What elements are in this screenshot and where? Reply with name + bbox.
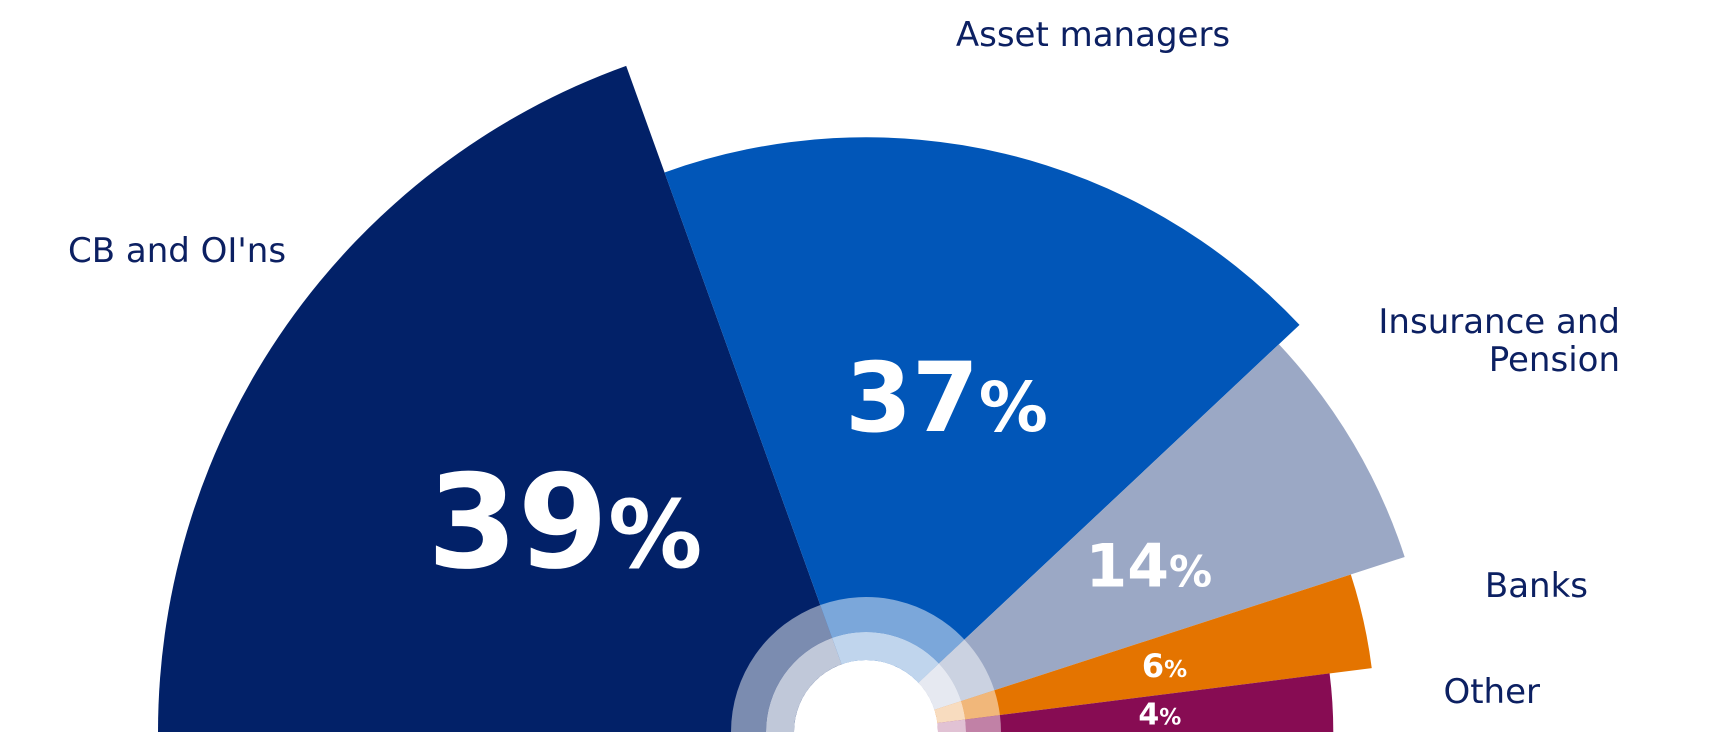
value-label-cb-and-oi-ns: 39% <box>427 446 702 598</box>
center-hole <box>794 660 938 732</box>
ring-outer-banks <box>961 690 1000 720</box>
value-label-banks: 6% <box>1142 647 1187 685</box>
ring-outer-asset-managers <box>820 597 965 664</box>
chart-category-labels: CB and OI'ns Asset managers Insurance and P… <box>68 15 1620 712</box>
ring-inner-insurance-and-pension <box>918 663 962 710</box>
inner-ring-decoration <box>731 597 1001 732</box>
slice-cb-and-oi-ns <box>158 65 866 732</box>
value-label-other: 4% <box>1138 697 1181 732</box>
category-label-banks: Banks <box>1485 566 1588 606</box>
ring-inner-banks <box>934 701 966 723</box>
ring-inner-cb-and-oi-ns <box>766 637 842 732</box>
category-label-insurance-and-pension: Insurance and Pension <box>1378 302 1620 380</box>
category-label-other: Other <box>1443 672 1540 712</box>
ring-outer-other <box>965 715 1001 732</box>
slice-asset-managers <box>664 137 1300 733</box>
chart-value-labels: 39% 37% 14% 6% 4% <box>427 342 1212 732</box>
ring-outer-insurance-and-pension <box>938 639 995 702</box>
ring-inner-asset-managers <box>832 632 939 683</box>
ring-outer-cb-and-oi-ns <box>731 604 833 732</box>
category-label-cb-and-oi-ns: CB and OI'ns <box>68 231 286 271</box>
value-label-insurance-and-pension: 14% <box>1085 531 1212 601</box>
ring-inner-other <box>937 719 966 732</box>
category-label-asset-managers: Asset managers <box>956 15 1230 55</box>
slice-insurance-and-pension <box>866 344 1405 732</box>
value-label-asset-managers: 37% <box>845 342 1048 454</box>
